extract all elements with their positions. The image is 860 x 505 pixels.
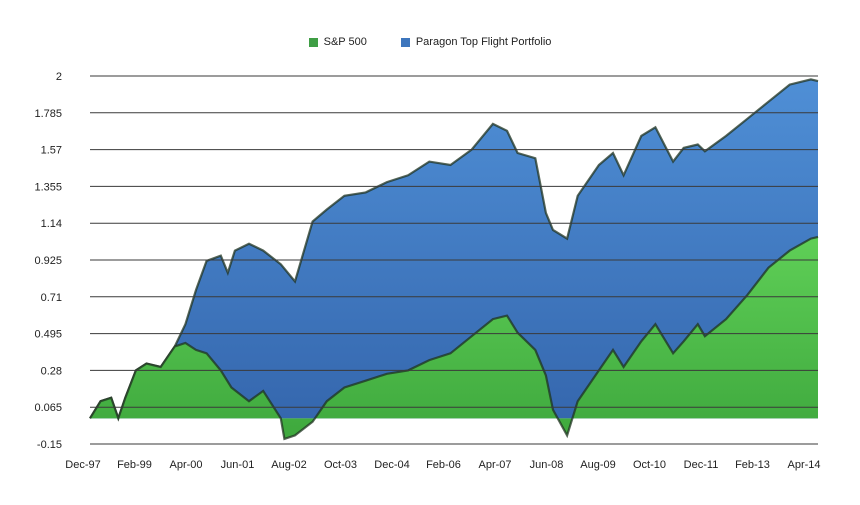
x-tick-label: Apr-14 bbox=[787, 459, 820, 471]
x-tick-label: Feb-13 bbox=[735, 459, 770, 471]
legend-swatch-paragon bbox=[400, 37, 410, 47]
legend-item-paragon: Paragon Top Flight Portfolio bbox=[400, 36, 552, 48]
x-tick-label: Feb-06 bbox=[426, 459, 461, 471]
y-tick-label: 0.925 bbox=[34, 255, 62, 267]
y-tick-label: 1.14 bbox=[41, 218, 62, 230]
x-tick-label: Oct-03 bbox=[324, 459, 357, 471]
y-tick-label: 0.71 bbox=[41, 292, 62, 304]
y-tick-label: 2 bbox=[56, 71, 62, 83]
x-tick-label: Dec-97 bbox=[65, 459, 100, 471]
legend-label-paragon: Paragon Top Flight Portfolio bbox=[415, 36, 552, 48]
x-tick-label: Feb-99 bbox=[117, 459, 152, 471]
series-line-0 bbox=[89, 235, 819, 441]
legend-label-sp500: S&P 500 bbox=[323, 36, 367, 48]
x-tick-label: Jun-01 bbox=[221, 459, 255, 471]
chart-legend: S&P 500 Paragon Top Flight Portfolio bbox=[0, 36, 860, 48]
y-tick-label: 1.355 bbox=[34, 181, 62, 193]
x-tick-label: Apr-07 bbox=[478, 459, 511, 471]
y-tick-label: 0.065 bbox=[34, 402, 62, 414]
series-area-0 bbox=[90, 236, 818, 439]
y-tick-label: -0.15 bbox=[37, 439, 62, 451]
legend-item-sp500: S&P 500 bbox=[308, 36, 367, 48]
y-tick-label: 0.495 bbox=[34, 329, 62, 341]
y-tick-label: 0.28 bbox=[41, 365, 62, 377]
x-tick-label: Aug-02 bbox=[271, 459, 306, 471]
series-line-1 bbox=[89, 78, 819, 422]
x-tick-label: Dec-04 bbox=[374, 459, 409, 471]
x-tick-label: Aug-09 bbox=[580, 459, 615, 471]
y-tick-label: 1.785 bbox=[34, 108, 62, 120]
x-tick-label: Jun-08 bbox=[530, 459, 564, 471]
x-tick-label: Oct-10 bbox=[633, 459, 666, 471]
x-tick-label: Dec-11 bbox=[684, 459, 719, 471]
y-tick-label: 1.57 bbox=[41, 145, 62, 157]
x-tick-label: Apr-00 bbox=[169, 459, 202, 471]
legend-swatch-sp500 bbox=[308, 37, 318, 47]
